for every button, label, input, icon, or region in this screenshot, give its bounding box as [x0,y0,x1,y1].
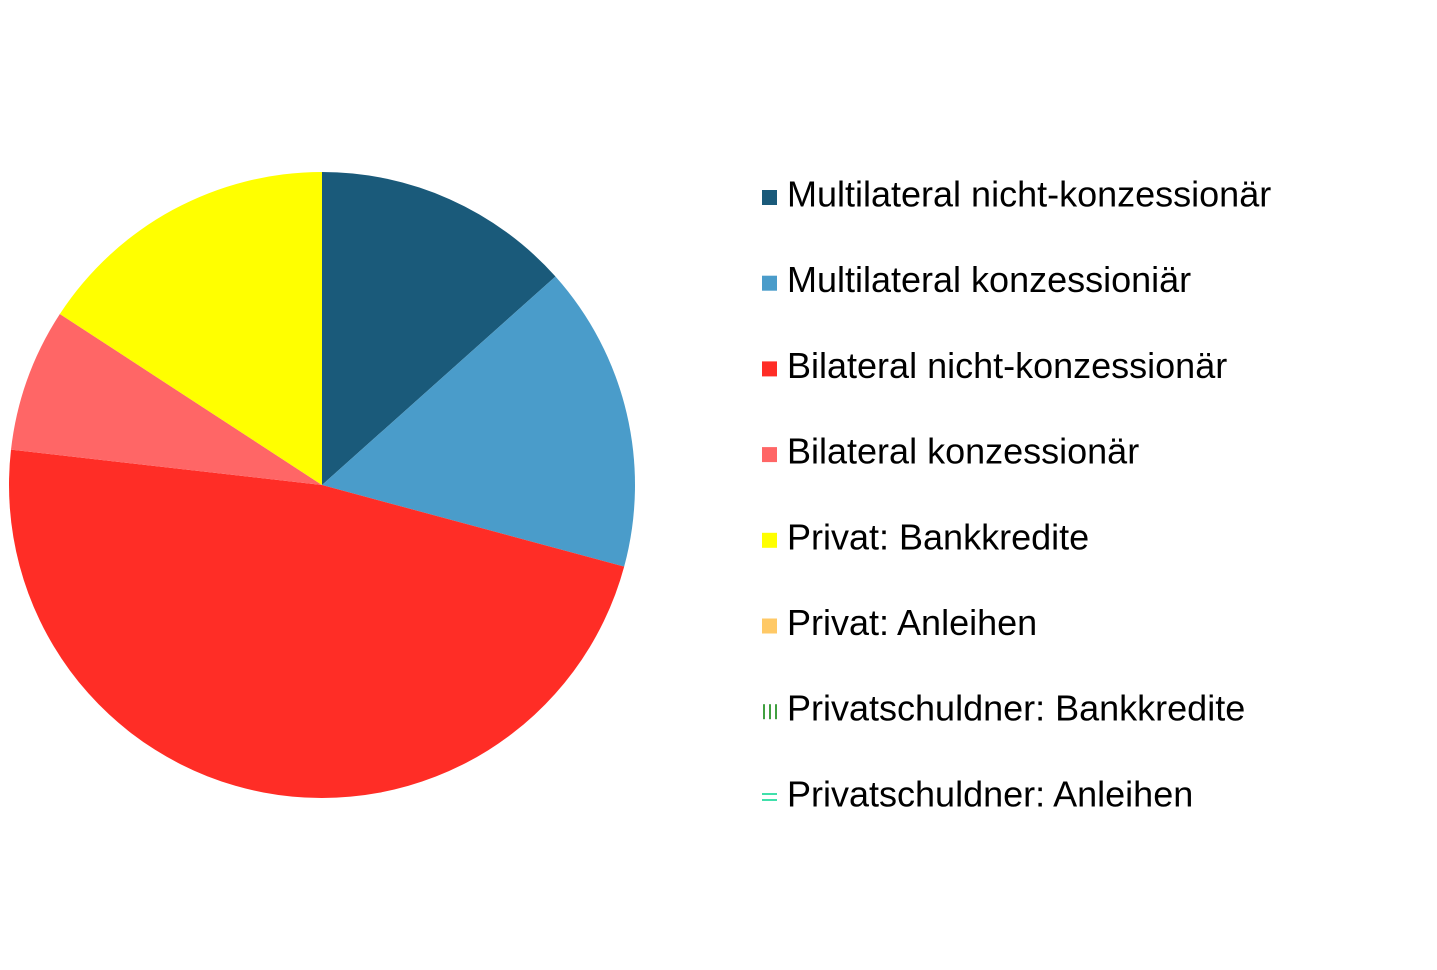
pie-slice [9,449,625,798]
pie-slice [322,276,635,567]
legend-label: Privatschuldner: Bankkredite [787,688,1245,729]
pie-slice [322,172,556,485]
legend-label: Privat: Bankkredite [787,516,1089,557]
legend-label: Privatschuldner: Anleihen [787,773,1193,814]
legend-marker [762,447,777,463]
pie-slice [10,313,322,485]
legend-marker [762,789,777,805]
legend-label: Bilateral nicht-konzessionär [787,345,1227,386]
legend-label: Privat: Anleihen [787,602,1037,643]
legend-marker [762,704,777,720]
pie-slice [59,172,322,485]
legend-label: Multilateral konzessioniär [787,259,1191,300]
legend-label: Bilateral konzessionär [787,431,1139,472]
legend-marker [762,532,777,548]
legend-marker [762,190,777,205]
legend-marker [762,275,777,291]
legend-marker [762,618,777,634]
legend-marker [762,361,777,377]
legend-label: Multilateral nicht-konzessionär [787,174,1271,215]
